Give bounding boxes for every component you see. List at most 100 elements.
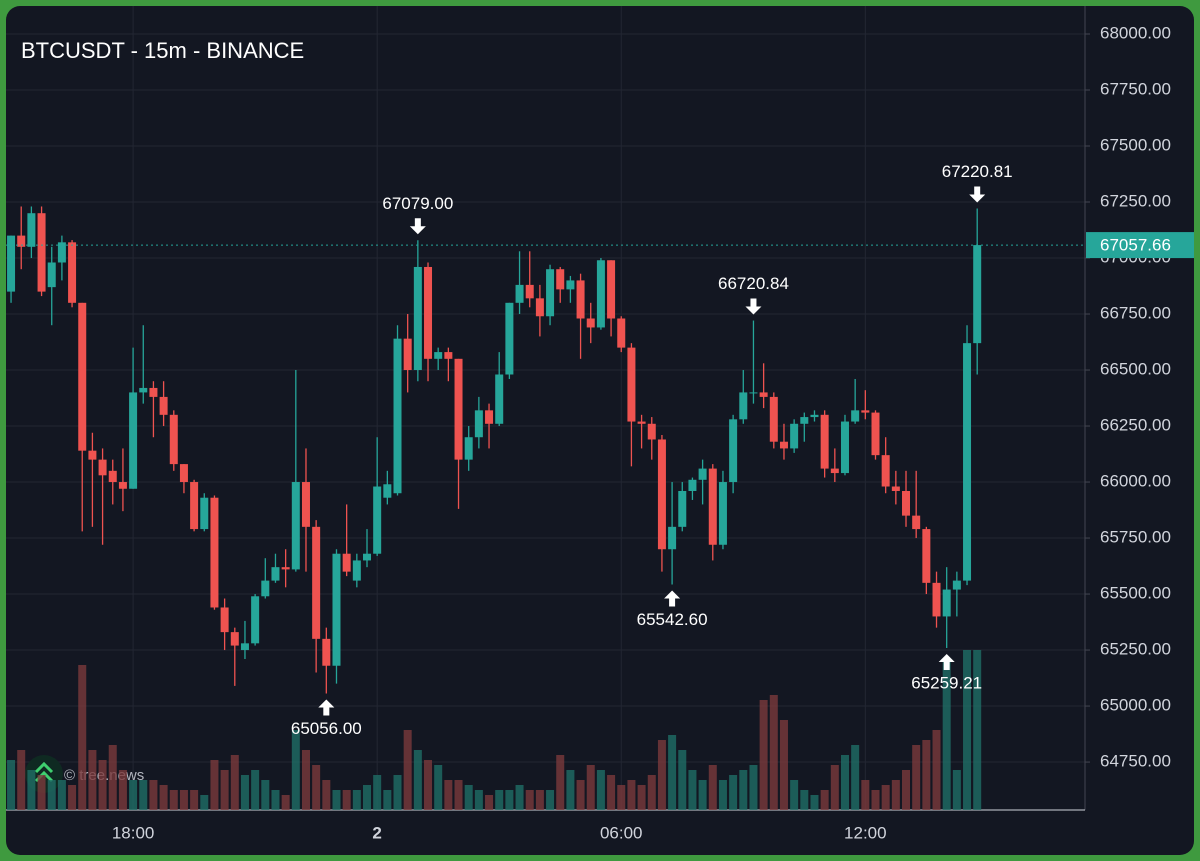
volume-bar (301, 750, 310, 810)
volume-bar (942, 660, 951, 810)
candle-body (688, 479, 697, 491)
volume-bar (546, 790, 555, 810)
volume-bar (790, 780, 799, 810)
candle-body (851, 410, 860, 422)
y-tick-label: 65500.00 (1100, 584, 1171, 603)
candle-body (37, 213, 46, 292)
candle-body (383, 484, 392, 498)
volume-bar (668, 735, 677, 810)
volume-bar (708, 765, 717, 810)
volume-bar (251, 770, 260, 810)
candle-body (403, 338, 412, 371)
candle-body (27, 213, 36, 247)
volume-bar (963, 650, 972, 810)
volume-bar (769, 695, 778, 810)
candle-body (556, 269, 565, 290)
y-tick-label: 64750.00 (1100, 752, 1171, 771)
volume-bar (779, 720, 788, 810)
volume-bar (159, 785, 168, 810)
candle-body (820, 414, 829, 469)
volume-bar (525, 790, 534, 810)
volume-bar (759, 700, 768, 810)
candle-body (718, 482, 727, 545)
volume-bar (424, 760, 433, 810)
volume-bar (647, 775, 656, 810)
candle-body (98, 459, 107, 476)
x-tick-label: 12:00 (844, 823, 887, 842)
volume-bar (729, 775, 738, 810)
volume-bar (851, 745, 860, 810)
volume-bar (220, 770, 229, 810)
candle-body (779, 441, 788, 449)
volume-bar (607, 775, 616, 810)
volume-bar (891, 780, 900, 810)
volume-bar (78, 665, 87, 810)
candle-body (210, 497, 219, 608)
candle-body (617, 318, 626, 348)
volume-bar (393, 775, 402, 810)
candle-body (922, 529, 931, 583)
candle-body (668, 526, 677, 550)
candle-body (952, 580, 961, 590)
candle-body (179, 464, 188, 483)
candle-body (657, 439, 666, 550)
y-tick-label: 66250.00 (1100, 416, 1171, 435)
last-price-box (1086, 232, 1194, 259)
candle-body (607, 260, 616, 319)
volume-bar (373, 775, 382, 810)
y-tick-label: 65750.00 (1100, 528, 1171, 547)
candle-body (963, 343, 972, 581)
volume-bar (657, 740, 666, 810)
y-tick-label: 68000.00 (1100, 23, 1171, 42)
volume-bar (322, 780, 331, 810)
volume-bar (800, 790, 809, 810)
volume-bar (485, 795, 494, 810)
candle-body (322, 638, 331, 666)
y-tick-label: 67500.00 (1100, 135, 1171, 154)
volume-bar (586, 765, 595, 810)
candle-body (149, 387, 158, 397)
volume-bar (464, 785, 473, 810)
candle-body (332, 553, 341, 666)
candle-body (261, 580, 270, 597)
volume-bar (749, 765, 758, 810)
candle-body (301, 482, 310, 527)
volume-bar (98, 760, 107, 810)
volume-bar (556, 755, 565, 810)
candle-body (769, 396, 778, 442)
volume-bar (596, 770, 605, 810)
volume-bar (576, 780, 585, 810)
y-tick-label: 66000.00 (1100, 472, 1171, 491)
volume-bar (454, 780, 463, 810)
volume-bar (413, 750, 422, 810)
candle-body (434, 352, 443, 359)
candle-body (891, 486, 900, 491)
candle-body (871, 412, 880, 456)
candle-body (627, 347, 636, 422)
volume-bar (403, 730, 412, 810)
candle-body (749, 392, 758, 394)
volume-bar (637, 785, 646, 810)
volume-bar (678, 750, 687, 810)
volume-bar (139, 780, 148, 810)
candle-body (698, 468, 707, 480)
volume-bar (861, 780, 870, 810)
candle-body (973, 245, 982, 344)
candle-body (118, 482, 127, 489)
candle-body (576, 280, 585, 319)
volume-bar (240, 775, 249, 810)
candle-body (159, 396, 168, 415)
candle-body (108, 470, 117, 483)
volume-bar (57, 780, 66, 810)
candle-body (596, 260, 605, 328)
y-tick-label: 65250.00 (1100, 640, 1171, 659)
candle-body (678, 490, 687, 527)
volume-bar (718, 780, 727, 810)
candle-body (759, 392, 768, 397)
volume-bar (810, 795, 819, 810)
volume-bar (88, 750, 97, 810)
candle-body (861, 410, 870, 413)
volume-bar (108, 745, 117, 810)
x-tick-label: 06:00 (600, 823, 643, 842)
